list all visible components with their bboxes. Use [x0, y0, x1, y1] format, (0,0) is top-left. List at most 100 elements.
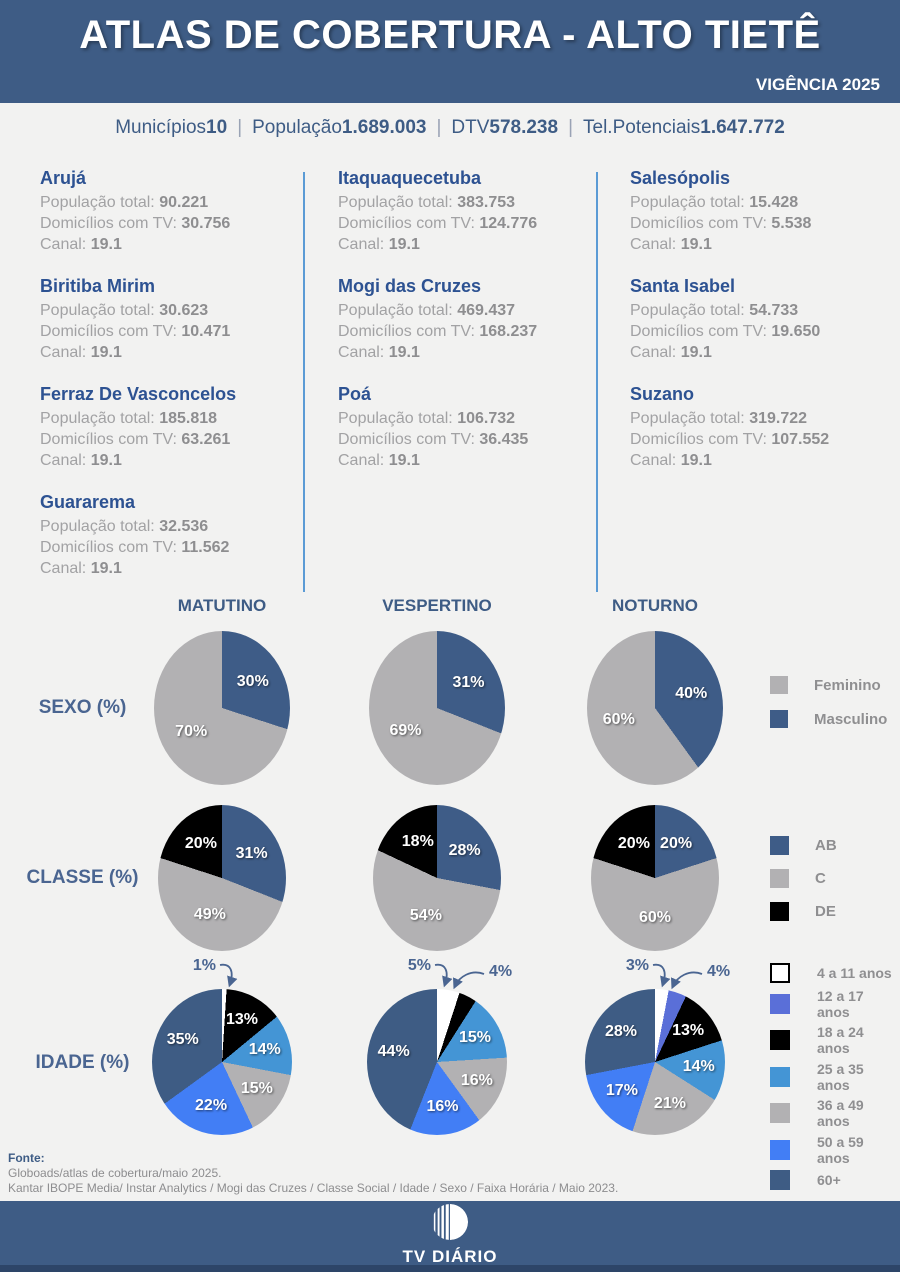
tv-diario-logo: TV DIÁRIO AFILIADA GLOBO	[0, 1203, 900, 1272]
legend-swatch	[770, 836, 789, 855]
legend-label: 4 a 11 anos	[817, 965, 892, 981]
municipality-population: População total: 319.722	[630, 408, 892, 429]
municipality-card: Guararema População total: 32.536 Domicíli…	[40, 492, 302, 579]
field-label: População total:	[338, 194, 458, 211]
column-divider	[303, 172, 305, 592]
municipality-name: Mogi das Cruzes	[338, 276, 482, 296]
legend-item: 60+	[770, 1170, 900, 1190]
field-value: 63.261	[181, 431, 231, 448]
pie-chart-classe-matutino: 31% 49% 20%	[158, 805, 286, 951]
field-label: População total:	[338, 302, 458, 319]
field-value: 469.437	[457, 302, 516, 319]
legend-swatch	[770, 1030, 790, 1050]
callout-arrow-icon	[451, 971, 487, 998]
stat-separator: |	[568, 117, 574, 138]
field-value: 106.732	[457, 410, 516, 427]
field-label: Canal:	[338, 344, 389, 361]
municipality-population: População total: 54.733	[630, 300, 892, 321]
municipality-tv-households: Domicílios com TV: 10.471	[40, 321, 302, 342]
field-label: Canal:	[630, 344, 681, 361]
field-label: População total:	[40, 302, 160, 319]
pie-slice-label: 22%	[195, 1096, 228, 1114]
legend-item: Feminino	[770, 676, 887, 694]
pie-slice-label: 49%	[193, 906, 226, 924]
field-label: População total:	[40, 518, 160, 535]
stat-label: Municípios	[115, 117, 207, 138]
municipality-name: Arujá	[40, 168, 87, 188]
legend-label: 36 a 49 anos	[817, 1097, 864, 1129]
pie-slice-label: 28%	[448, 841, 481, 859]
field-value: 19.1	[388, 344, 420, 361]
pie-chart-idade-vespertino: 15% 16% 16% 44% 5% 4%	[367, 957, 512, 1135]
callout-label: 4%	[489, 963, 513, 980]
field-label: População total:	[630, 302, 750, 319]
pie-disc	[585, 989, 725, 1135]
pie-chart-classe-vespertino: 28% 54% 18%	[373, 805, 501, 951]
legend-item: 36 a 49 anos	[770, 1097, 900, 1129]
legend-item: 4 a 11 anos	[770, 963, 900, 983]
field-label: Canal:	[338, 452, 389, 469]
pie-slice-label: 30%	[236, 672, 269, 690]
pie-chart-sexo-vespertino: 31% 69%	[369, 631, 505, 785]
municipality-population: População total: 30.623	[40, 300, 302, 321]
field-label: Canal:	[40, 344, 91, 361]
chart-row-label-sexo: SEXO (%)	[38, 697, 127, 718]
field-label: Domicílios com TV:	[630, 323, 772, 340]
legend-swatch	[770, 710, 788, 728]
source-title: Fonte:	[8, 1151, 45, 1165]
pie-slice-label: 21%	[653, 1095, 686, 1113]
legend-label: 18 a 24 anos	[817, 1024, 864, 1056]
pie-disc	[587, 631, 723, 785]
bottom-strip	[0, 1265, 900, 1272]
pie-slice-label: 17%	[605, 1082, 638, 1100]
legend-classe: AB C DE	[770, 836, 837, 935]
municipality-name: Guararema	[40, 492, 136, 512]
legend-swatch	[770, 1066, 790, 1087]
stat-label: População	[252, 117, 342, 138]
field-label: Canal:	[338, 236, 389, 253]
municipality-population: População total: 185.818	[40, 408, 302, 429]
stats-bar: Municípios 10 | População 1.689.003 | DT…	[0, 103, 900, 153]
footer: TV DIÁRIO AFILIADA GLOBO	[0, 1201, 900, 1272]
legend-item: 12 a 17 anos	[770, 988, 900, 1020]
globe-stripes-icon	[431, 1203, 469, 1246]
municipality-card: Mogi das Cruzes População total: 469.437 D…	[338, 276, 600, 363]
field-value: 30.623	[159, 302, 209, 319]
municipality-channel: Canal: 19.1	[338, 342, 600, 363]
municipality-tv-households: Domicílios com TV: 19.650	[630, 321, 892, 342]
chart-row-label-idade: IDADE (%)	[35, 1052, 130, 1073]
municipality-card: Suzano População total: 319.722 Domicílios…	[630, 384, 892, 471]
municipality-card: Salesópolis População total: 15.428 Domicí…	[630, 168, 892, 255]
field-value: 19.1	[90, 452, 122, 469]
pie-slice-label: 28%	[605, 1022, 638, 1040]
field-label: População total:	[630, 194, 750, 211]
pie-slice-label: 54%	[409, 906, 442, 924]
legend-label: AB	[815, 837, 837, 854]
field-label: Domicílios com TV:	[338, 323, 480, 340]
municipality-name: Santa Isabel	[630, 276, 736, 296]
municipality-population: População total: 15.428	[630, 192, 892, 213]
daypart-header: NOTURNO	[612, 596, 698, 615]
pie-slice-label: 60%	[638, 908, 672, 926]
field-label: Domicílios com TV:	[338, 431, 480, 448]
field-value: 124.776	[479, 215, 538, 232]
field-label: População total:	[40, 194, 160, 211]
stat-separator: |	[237, 117, 243, 138]
stat-value: 1.647.772	[700, 117, 785, 138]
source-lines: Globoads/atlas de cobertura/maio 2025. Ka…	[8, 1166, 618, 1196]
pie-slice-label: 15%	[458, 1028, 491, 1046]
municipality-tv-households: Domicílios com TV: 5.538	[630, 213, 892, 234]
field-label: Canal:	[40, 236, 91, 253]
municipality-population: População total: 32.536	[40, 516, 302, 537]
pie-slice-label: 18%	[401, 833, 434, 851]
legend-swatch	[770, 676, 788, 694]
field-value: 19.1	[90, 560, 122, 577]
field-label: Domicílios com TV:	[630, 431, 772, 448]
field-value: 168.237	[479, 323, 538, 340]
pie-disc	[154, 631, 290, 785]
pie-chart-idade-noturno: 13% 14% 21% 17% 28% 3% 4%	[585, 957, 730, 1135]
field-label: Domicílios com TV:	[630, 215, 772, 232]
pie-slice-label: 14%	[248, 1040, 281, 1058]
legend-label: 50 a 59 anos	[817, 1133, 864, 1166]
